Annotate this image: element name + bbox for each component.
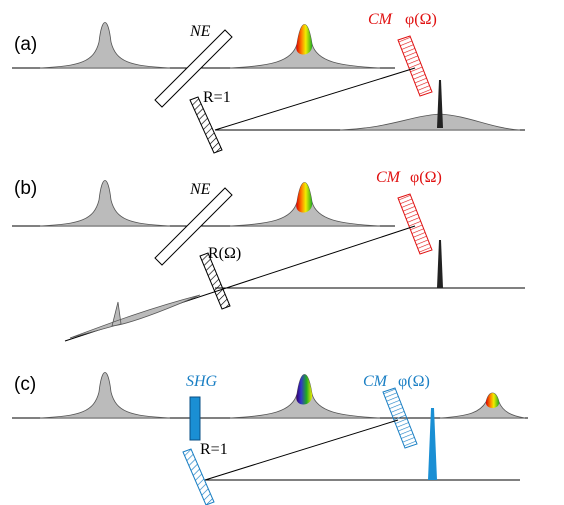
phase-label: φ(Ω) xyxy=(405,11,437,28)
reflector-label: R=1 xyxy=(200,441,228,458)
plate xyxy=(154,187,233,266)
element-label: SHG xyxy=(186,373,218,390)
compressed-pulse xyxy=(437,80,443,128)
reflector xyxy=(189,96,223,154)
element-label: NE xyxy=(189,23,211,40)
chirped-mirror xyxy=(382,387,418,449)
reflector xyxy=(182,448,215,505)
reflector-label: R=1 xyxy=(203,89,231,106)
pulse xyxy=(39,372,171,419)
element-label: NE xyxy=(189,181,211,198)
phase-label: φ(Ω) xyxy=(410,169,442,186)
mirror-label: CM xyxy=(363,373,389,390)
chirped-mirror xyxy=(397,193,433,255)
phase-label: φ(Ω) xyxy=(398,373,430,390)
pulse xyxy=(439,392,526,419)
compressed-pulse xyxy=(437,240,443,288)
chirped-mirror xyxy=(397,35,433,97)
panel-c: (c) SHG CM φ(Ω) R=1 xyxy=(12,372,528,505)
panel-label: (b) xyxy=(14,178,37,199)
spectrum xyxy=(296,24,313,55)
pulse xyxy=(39,180,171,227)
spectrum xyxy=(296,182,313,213)
pulse xyxy=(39,22,171,69)
reflector-label: R(Ω) xyxy=(208,245,241,262)
pulse xyxy=(69,294,201,339)
panel-a: (a) NE CM φ(Ω) R=1 xyxy=(12,11,525,154)
mirror-label: CM xyxy=(376,169,402,186)
compressed-pulse xyxy=(428,408,437,480)
panel-label: (a) xyxy=(14,34,37,55)
reflector xyxy=(199,252,231,310)
plate xyxy=(154,29,233,108)
beam xyxy=(214,67,416,131)
pulse xyxy=(339,113,521,131)
panel-b: (b) NE CM φ(Ω) R(Ω) xyxy=(12,169,525,342)
panel-label: (c) xyxy=(14,374,36,395)
spectrum xyxy=(485,393,500,408)
mirror-label: CM xyxy=(368,11,394,28)
beam xyxy=(204,419,399,481)
spectrum xyxy=(296,374,313,405)
shg-crystal xyxy=(189,396,201,441)
